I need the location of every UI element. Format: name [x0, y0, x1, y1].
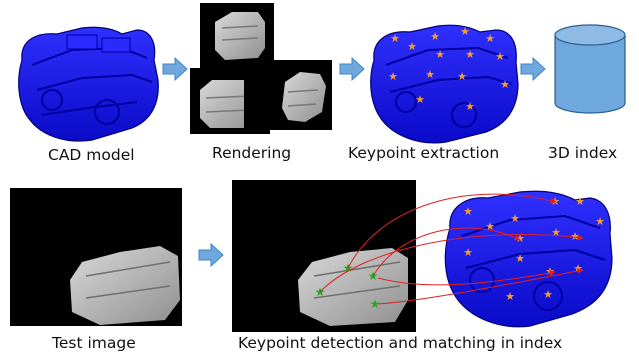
- match-arrow: [347, 193, 557, 269]
- index-model-image: [444, 190, 613, 328]
- match-arrow: [377, 268, 584, 305]
- star-icon: ★: [388, 70, 398, 83]
- rendering-label: Rendering: [212, 144, 292, 162]
- star-icon: ★: [407, 40, 417, 53]
- cylinder-icon: [554, 24, 626, 114]
- star-icon: ★: [485, 220, 495, 233]
- right-arrow-icon: [520, 56, 546, 82]
- star-icon: ★: [460, 25, 470, 38]
- detection-image: [232, 180, 416, 332]
- star-icon: ★: [390, 32, 400, 45]
- star-icon: ★: [595, 215, 605, 228]
- star-icon: ★: [457, 70, 467, 83]
- test-image-label: Test image: [52, 334, 136, 352]
- right-arrow-icon: [339, 56, 365, 82]
- match-arrow: [377, 270, 556, 286]
- star-icon: ★: [575, 195, 585, 208]
- star-icon: ★: [510, 212, 520, 225]
- star-icon: ★: [505, 290, 515, 303]
- index-3d-label: 3D index: [548, 144, 618, 162]
- star-icon: ★: [463, 246, 473, 259]
- test-image: [10, 188, 182, 326]
- star-icon: ★: [465, 100, 475, 113]
- detection-matching-label: Keypoint detection and matching in index: [238, 334, 563, 352]
- star-icon: ★: [551, 226, 561, 239]
- star-icon: ★: [495, 50, 505, 63]
- match-arrows: [319, 193, 584, 305]
- star-icon: ★: [515, 252, 525, 265]
- star-icon: ★: [435, 48, 445, 61]
- right-arrow-icon: [162, 56, 188, 82]
- right-arrow-icon: [198, 242, 224, 268]
- match-arrow: [319, 234, 584, 293]
- star-icon: ★: [570, 230, 580, 243]
- keypoint-stars-top: ★ ★ ★ ★ ★ ★ ★ ★ ★ ★ ★ ★ ★ ★: [388, 25, 510, 113]
- keypoint-extraction-label: Keypoint extraction: [348, 144, 500, 162]
- star-icon: ★: [425, 68, 435, 81]
- cad-model-image: [18, 26, 159, 142]
- rendering-image-top: [200, 3, 274, 71]
- star-icon: ★: [415, 93, 425, 106]
- cad-model-label: CAD model: [48, 146, 135, 164]
- star-icon: ★: [463, 205, 473, 218]
- keypoint-model-image: [370, 24, 519, 144]
- star-icon: ★: [430, 30, 440, 43]
- star-icon: ★: [485, 32, 495, 45]
- star-icon: ★: [500, 78, 510, 91]
- star-icon: ★: [573, 262, 583, 275]
- star-icon: ★: [543, 288, 553, 301]
- star-icon: ★: [465, 48, 475, 61]
- rendering-image-right: [244, 60, 332, 130]
- star-icon: ★: [370, 297, 381, 311]
- match-arrow: [372, 227, 521, 277]
